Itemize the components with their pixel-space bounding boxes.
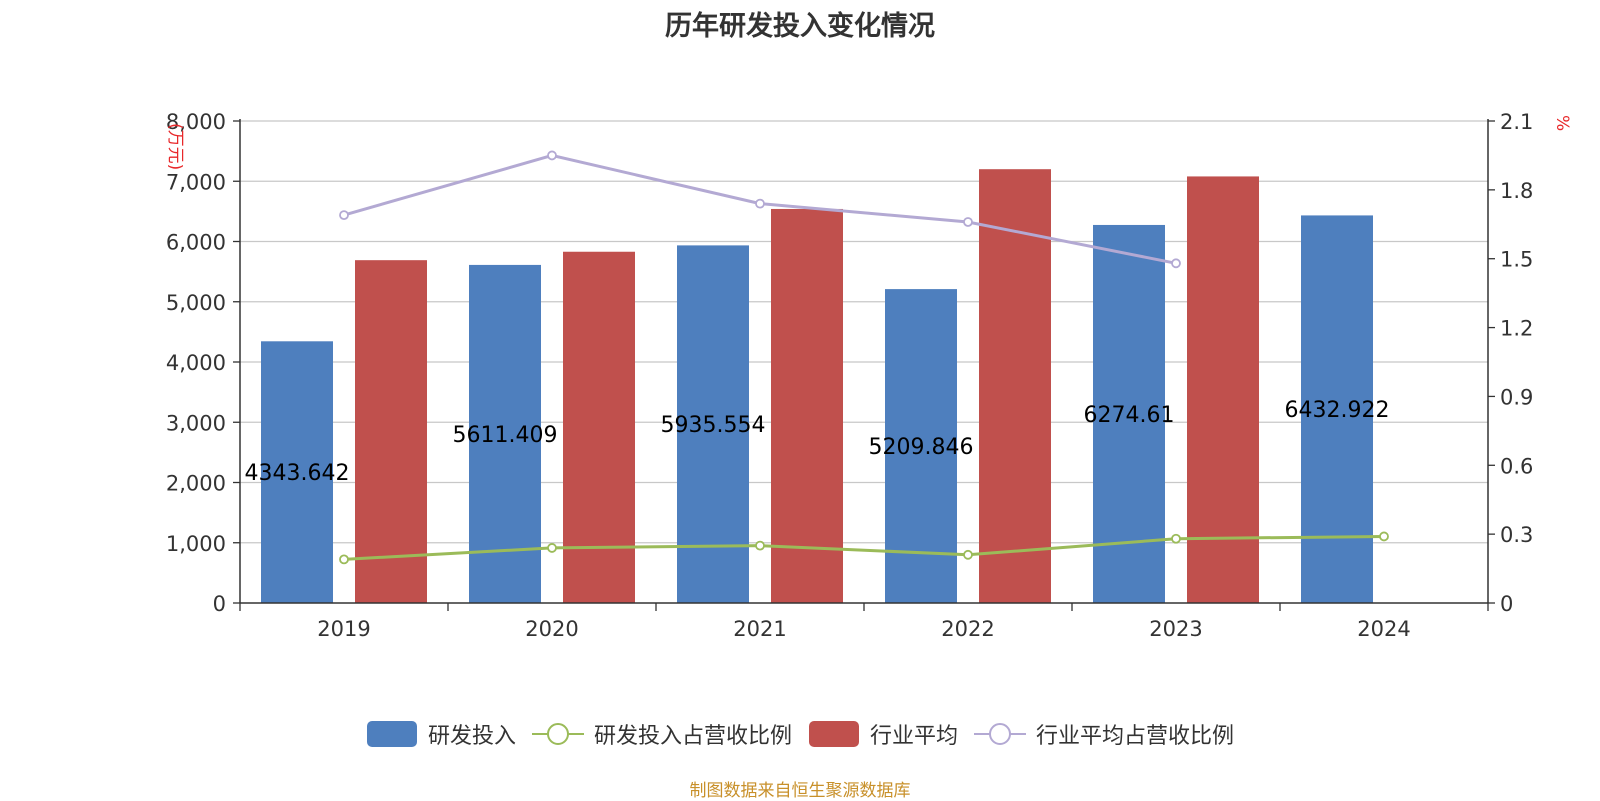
right-tick-label: 1.5 [1500,248,1533,272]
bar-data-label: 5209.846 [869,435,974,460]
bars [261,169,1373,603]
line-point [755,198,765,209]
legend-label: 行业平均 [870,724,959,749]
left-tick-label: 5,000 [166,291,226,315]
grid-lines [240,120,1488,544]
source-note: 制图数据来自恒生聚源数据库 [689,781,911,801]
line-point [1171,258,1181,269]
bar-data-label: 5935.554 [661,413,766,438]
right-axis-unit: % [1552,115,1572,131]
line-point [963,549,973,560]
x-tick-label: 2020 [525,617,578,641]
bar-data-label: 6432.922 [1285,398,1390,423]
legend-item-rd-investment[interactable]: 研发投入 [366,718,516,750]
bar [261,341,333,603]
left-tick-label: 6,000 [166,231,226,255]
bar [1187,176,1259,603]
right-tick-label: 0.3 [1500,523,1533,547]
axes: 0 1,000 2,000 3,000 4,000 5,000 6,000 7,000 8,00… [165,110,1572,641]
right-tick-label: 0.9 [1500,385,1533,409]
x-tick-label: 2024 [1357,617,1410,641]
line-point [339,210,349,221]
x-tick-label: 2021 [733,617,786,641]
line-point [963,217,973,227]
legend-item-industry-ratio[interactable]: 行业平均占营收比例 [974,718,1234,750]
right-tick-label: 1.8 [1500,179,1533,203]
bar-data-label: 6274.61 [1084,403,1175,428]
left-tick-label: 8,000 [166,110,226,134]
line-point [1171,533,1181,544]
lines [339,150,1389,565]
left-tick-label: 2,000 [166,472,226,496]
bar [677,245,749,603]
x-tick-label: 2019 [317,617,370,641]
left-tick-label: 7,000 [166,170,226,194]
left-tick-label: 4,000 [166,351,226,375]
legend-bar-swatch-icon [366,721,417,747]
right-tick-label: 0.6 [1500,454,1533,478]
right-tick-label: 0 [1500,592,1513,616]
legend-label: 研发投入占营收比例 [593,724,792,749]
left-tick-label: 1,000 [166,532,226,556]
series-line [343,153,1177,265]
x-tick-label: 2023 [1149,617,1202,641]
bar [355,260,427,603]
bar-data-label: 4343.642 [245,461,350,486]
line-point [547,543,557,553]
left-axis-unit: (万元) [165,123,185,170]
bar [979,169,1051,603]
right-tick-label: 2.1 [1500,110,1533,134]
right-tick-label: 1.2 [1500,317,1533,341]
legend-line-marker-icon [974,723,1027,745]
line-point [755,540,765,551]
line-point [339,554,349,565]
data-labels: 4343.642 5611.409 5935.554 5209.846 6274.61 6… [245,398,1390,486]
legend-label: 行业平均占营收比例 [1036,724,1235,749]
legend-line-marker-icon [531,723,584,745]
bar-data-label: 5611.409 [453,423,558,448]
x-tick-label: 2022 [941,617,994,641]
bar [771,208,843,603]
line-point [547,150,557,161]
legend-label: 研发投入 [427,724,516,749]
legend-item-rd-ratio[interactable]: 研发投入占营收比例 [531,718,792,750]
bar [563,251,635,603]
series-line [343,534,1385,561]
bar [469,264,541,603]
legend-bar-swatch-icon [809,721,859,747]
chart-title: 历年研发投入变化情况 [665,11,935,42]
legend-item-industry-average[interactable]: 行业平均 [808,718,958,750]
legend: 研发投入 研发投入占营收比例 行业平均 行业平均占营收比例 [0,718,1600,750]
left-tick-label: 3,000 [166,411,226,435]
line-point [1379,531,1389,542]
left-tick-label: 0 [213,592,226,616]
